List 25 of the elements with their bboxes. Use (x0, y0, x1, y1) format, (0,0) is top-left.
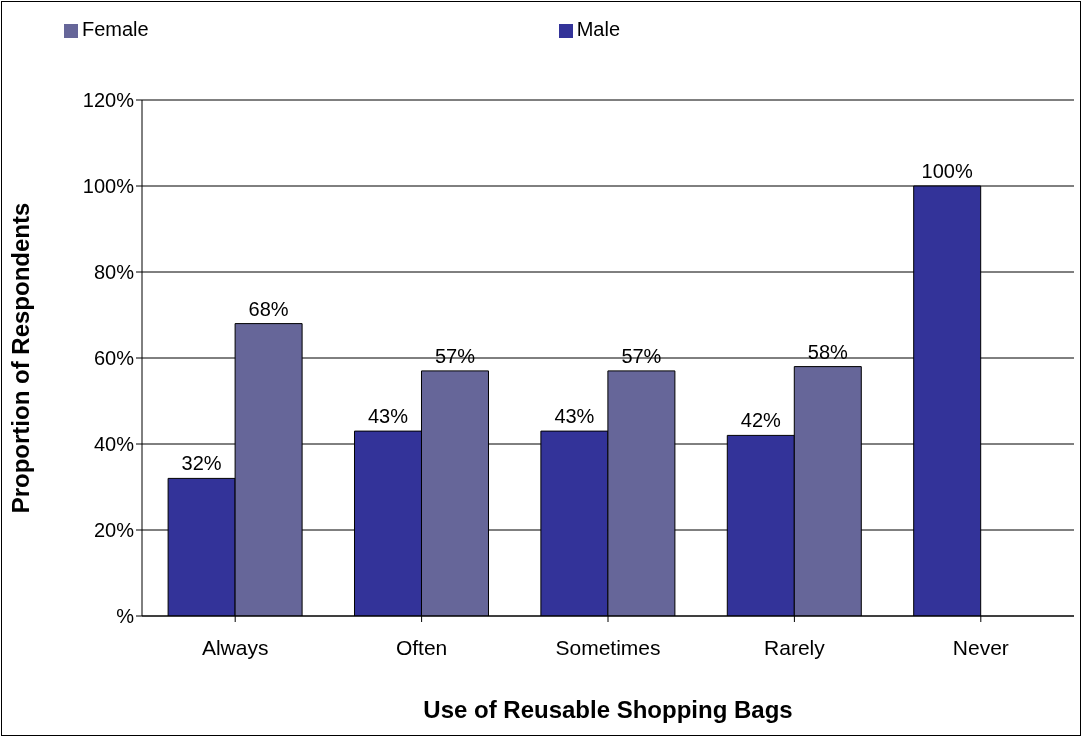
y-tick-label: 60% (93, 347, 135, 370)
x-tick-label: Rarely (764, 635, 826, 659)
legend-label: Female (81, 18, 149, 40)
y-tick-label: 20% (93, 519, 135, 542)
y-tick-label: 40% (93, 433, 135, 456)
x-tick-label: Never (952, 635, 1009, 659)
legend-label: Male (576, 18, 621, 40)
y-axis-title: Proportion of Respondents (6, 202, 34, 514)
data-label: 43% (554, 405, 595, 428)
y-tick-label: 100% (82, 175, 135, 198)
x-axis-title: Use of Reusable Shopping Bags (423, 696, 793, 723)
y-tick-label: 80% (93, 261, 135, 284)
y-tick-label: % (116, 605, 135, 628)
data-label: 32% (181, 452, 222, 475)
x-tick-label: Often (395, 635, 448, 659)
data-label: 68% (248, 297, 289, 320)
data-label: 42% (740, 409, 782, 432)
x-tick-label: Sometimes (555, 635, 661, 659)
data-label: 58% (807, 340, 849, 363)
data-label: 57% (621, 344, 662, 367)
data-label: 100% (921, 160, 973, 182)
y-tick-label: 120% (82, 89, 135, 112)
data-label: 43% (367, 405, 409, 428)
x-tick-label: Always (201, 635, 269, 659)
data-label: 57% (434, 344, 476, 367)
